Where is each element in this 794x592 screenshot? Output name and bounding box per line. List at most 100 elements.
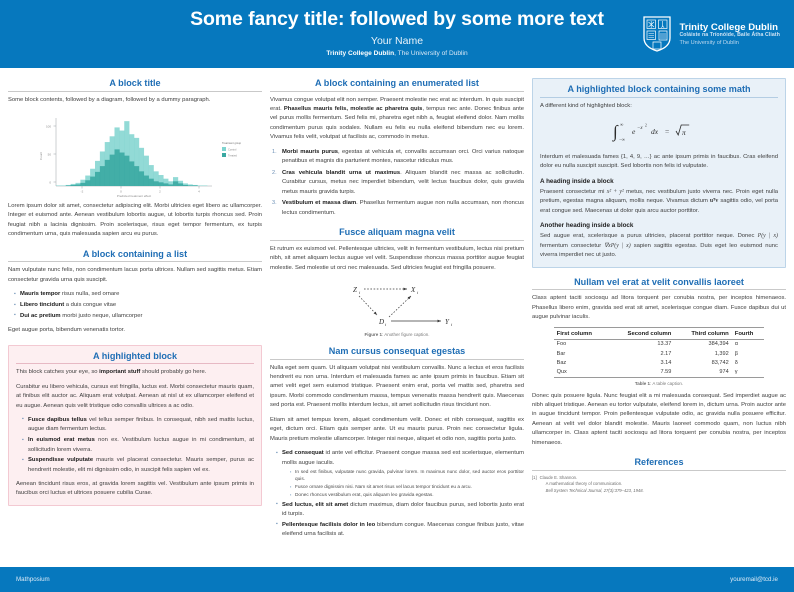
table-cell: β <box>734 350 738 357</box>
block-a-block-title: A block title Some block contents, follo… <box>8 78 262 240</box>
table-cell: 3.14 <box>660 359 672 366</box>
svg-text:π: π <box>682 128 686 137</box>
caption-label: Table 1 <box>634 380 651 386</box>
lead-post: should probably go here. <box>140 369 207 376</box>
table-cell: 1,392 <box>714 350 729 357</box>
list-item: Libero tincidunt a duis congue vitae <box>14 300 262 310</box>
list-item-rest: . Phasellus fermentum augue non nulla ac… <box>282 200 524 216</box>
affiliation-bold: Trinity College Dublin <box>326 49 395 57</box>
table-cell: γ <box>731 367 765 378</box>
block-nullam-vel-erat: Nullam vel erat at velit convallis laore… <box>532 277 786 449</box>
caption-text: : A table caption. <box>650 380 684 386</box>
affiliation: Trinity College Dublin, The University o… <box>190 50 604 57</box>
sub-paragraph-1: Praesent consectetur mi x² + y² metus, n… <box>540 188 778 216</box>
dag-node-y: Y <box>445 318 450 326</box>
svg-text:∫: ∫ <box>612 122 619 142</box>
reference-source: Bell System Technical Journal, 27(3):379… <box>545 487 644 493</box>
block-divider <box>270 358 524 360</box>
block-fusce-aliquam-magna-velit: Fusce aliquam magna velit Et rutrum ex e… <box>270 227 524 337</box>
table-cell: Bar <box>556 350 566 357</box>
list-item-bold: Mauris tempor <box>20 291 61 298</box>
table-header-cell: Third column <box>674 327 732 340</box>
list-item-rest: mauris vel placerat consectetur. Mauris … <box>28 457 254 473</box>
display-equation: ∫ ∞ −∞ e −x 2 dx = π <box>540 118 778 146</box>
block-title: Fusce aliquam magna velit <box>339 227 455 238</box>
block-highlighted-math: A highlighted block containing some math… <box>532 78 786 268</box>
svg-text:=: = <box>665 127 669 136</box>
table-header-cell: Fourth <box>731 327 765 340</box>
table-header-cell: Second column <box>608 327 675 340</box>
block-title: A highlighted block containing some math <box>567 84 751 94</box>
table-row: Foo 13.37 384,394 α <box>554 339 765 349</box>
svg-text:−∞: −∞ <box>619 137 626 142</box>
list-item-bold: Vestibulum et massa diam <box>282 200 357 207</box>
list-item: Sed consequat id ante vel efficitur. Pra… <box>276 449 524 499</box>
block-title: A block containing a list <box>82 248 188 259</box>
sub-list-item: Fusce ornare dignissim nisi. Nam sit ame… <box>290 484 524 491</box>
svg-text:2: 2 <box>645 123 647 127</box>
list-item: Sed luctus, elit sit amet dictum maximus… <box>276 500 524 520</box>
block-intro-text: Some block contents, followed by a diagr… <box>8 96 211 103</box>
svg-text:i: i <box>451 322 453 327</box>
svg-text:−x: −x <box>637 126 643 131</box>
logo-line-1: Trinity College Dublin <box>679 21 779 33</box>
list-item-bold: Dui ac pretium <box>20 312 61 319</box>
list-item-rest: , egestas at vehicula et, convallis accu… <box>282 148 524 165</box>
list-item: Suspendisse vulputate mauris vel placera… <box>22 456 254 475</box>
svg-text:dx: dx <box>651 127 659 136</box>
list-item-bold: Sed consequat <box>282 450 324 457</box>
enumerated-list: Morbi mauris purus, egestas at vehicula … <box>270 148 524 218</box>
table-caption: Table 1: A table caption. <box>532 381 786 386</box>
list-item-rest: vel tellus semper finibus. In consequat,… <box>28 416 254 433</box>
lead-bold: important stuff <box>99 369 141 376</box>
enum-intro-text: Vivamus congue volutpat elit non semper.… <box>270 96 524 143</box>
logo-line-2: Coláiste na Tríonóide, Baile Átha Cliath <box>679 31 780 38</box>
block-divider <box>8 90 262 92</box>
lead-pre: This block catches your eye, so <box>16 369 100 376</box>
list-item-bold: Libero tincidunt <box>20 302 65 309</box>
svg-text:∞: ∞ <box>620 122 624 127</box>
table-cell: α <box>734 341 738 348</box>
p2-mid: metus, nec vestibulum justo viverra nec.… <box>540 188 778 205</box>
author-name: Your Name <box>370 34 424 47</box>
svg-text:100: 100 <box>46 124 51 128</box>
inline-math-1: x² + y² <box>606 188 624 195</box>
highlight-lead-text: This block catches your eye, so importan… <box>16 368 254 377</box>
svg-text:i: i <box>385 322 387 327</box>
table-header-row: First column Second column Third column … <box>553 327 765 340</box>
svg-text:i: i <box>359 290 361 295</box>
para-post: , tempus nec ante. Donec finibus ante ve… <box>270 105 524 141</box>
table-body: Foo 13.37 384,394 α Bar 2.17 1,392 β <box>553 339 765 378</box>
middle-column: A block containing an enumerated list Vi… <box>270 78 524 563</box>
inline-math-3: P(y | x) <box>757 233 778 240</box>
highlight-bullet-list: Fusce dapibus tellus vel tellus semper f… <box>16 415 254 475</box>
footer-right-email: youremail@tcd.ie <box>730 576 778 583</box>
svg-text:0: 0 <box>49 180 51 184</box>
p3-mid: fermentum consectetur <box>540 242 605 249</box>
left-column: A block title Some block contents, follo… <box>8 78 262 563</box>
gaussian-integral-equation: ∫ ∞ −∞ e −x 2 dx = π <box>612 122 690 142</box>
poster-columns: A block title Some block contents, follo… <box>0 71 794 563</box>
table-head: First column Second column Third column … <box>553 327 765 340</box>
page-title: Some fancy title: followed by some more … <box>190 8 604 31</box>
causal-dag-diagram: Z i X i D i Y i <box>353 286 453 327</box>
p2-post: sagittis odio, vel porta erat congue sed… <box>540 198 778 214</box>
list-item-rest: bibendum congue. Maecenas congue finibus… <box>282 521 524 538</box>
block-divider <box>8 261 262 263</box>
logo-text: Trinity College Dublin Coláiste na Tríon… <box>679 22 780 46</box>
list-item-bold: In euismod erat metus <box>28 437 95 444</box>
list-item: Dui ac pretium morbi justo neque, ullamc… <box>14 311 262 321</box>
table-cell: 83,742 <box>711 359 729 366</box>
header-divider <box>0 68 794 71</box>
table-outro-text: Donec quis posuere ligula. Nunc feugiat … <box>532 392 786 446</box>
list-item: Vestibulum et massa diam. Phasellus ferm… <box>272 199 524 218</box>
svg-text:Treatment group: Treatment group <box>222 141 242 145</box>
block-divider <box>540 96 778 98</box>
references-title: References <box>634 457 684 468</box>
dag-node-d: D <box>378 318 384 326</box>
sub-heading-1: A heading inside a block <box>540 177 614 185</box>
dag-node-x: X <box>410 286 416 294</box>
header-titleblock: Some fancy title: followed by some more … <box>190 8 604 57</box>
block-divider <box>16 363 254 365</box>
